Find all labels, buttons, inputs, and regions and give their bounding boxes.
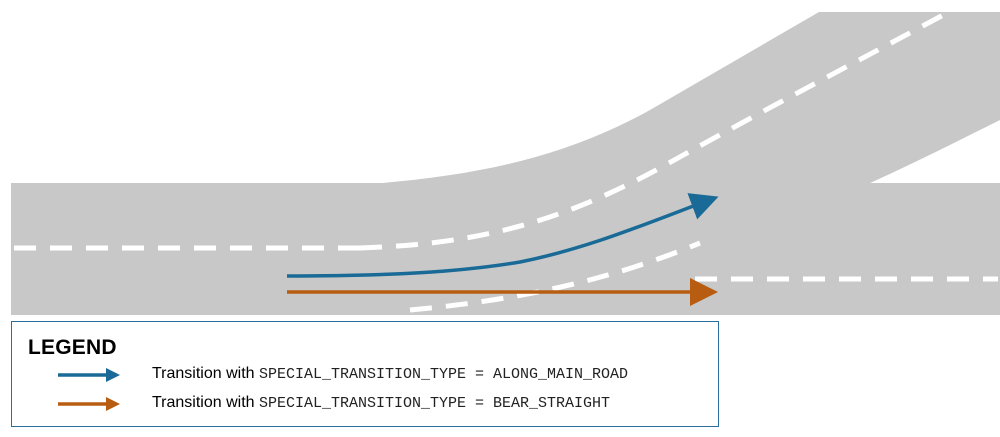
curved-lane-marking-upper bbox=[359, 11, 947, 251]
diverging-road bbox=[370, 12, 1000, 315]
legend-item-code: SPECIAL_TRANSITION_TYPE = ALONG_MAIN_ROA… bbox=[259, 366, 629, 383]
lane-markings bbox=[14, 11, 998, 313]
legend-item-bear-straight: Transition with SPECIAL_TRANSITION_TYPE … bbox=[12, 392, 712, 416]
legend-item-along-main-road: Transition with SPECIAL_TRANSITION_TYPE … bbox=[12, 363, 712, 387]
curved-lane-marking-lower bbox=[409, 240, 701, 313]
legend-item-text: Transition with SPECIAL_TRANSITION_TYPE … bbox=[152, 394, 610, 412]
orange-arrow-icon bbox=[58, 397, 120, 411]
legend-item-prefix: Transition with bbox=[152, 365, 259, 382]
legend: LEGEND Transition with SPECIAL_TRANSITIO… bbox=[11, 321, 719, 427]
blue-arrow-icon bbox=[58, 368, 120, 382]
legend-item-code: SPECIAL_TRANSITION_TYPE = BEAR_STRAIGHT bbox=[259, 395, 611, 412]
legend-title: LEGEND bbox=[28, 336, 117, 359]
along-main-road-arrow bbox=[286, 193, 719, 278]
legend-item-prefix: Transition with bbox=[152, 394, 259, 411]
legend-item-text: Transition with SPECIAL_TRANSITION_TYPE … bbox=[152, 365, 628, 383]
